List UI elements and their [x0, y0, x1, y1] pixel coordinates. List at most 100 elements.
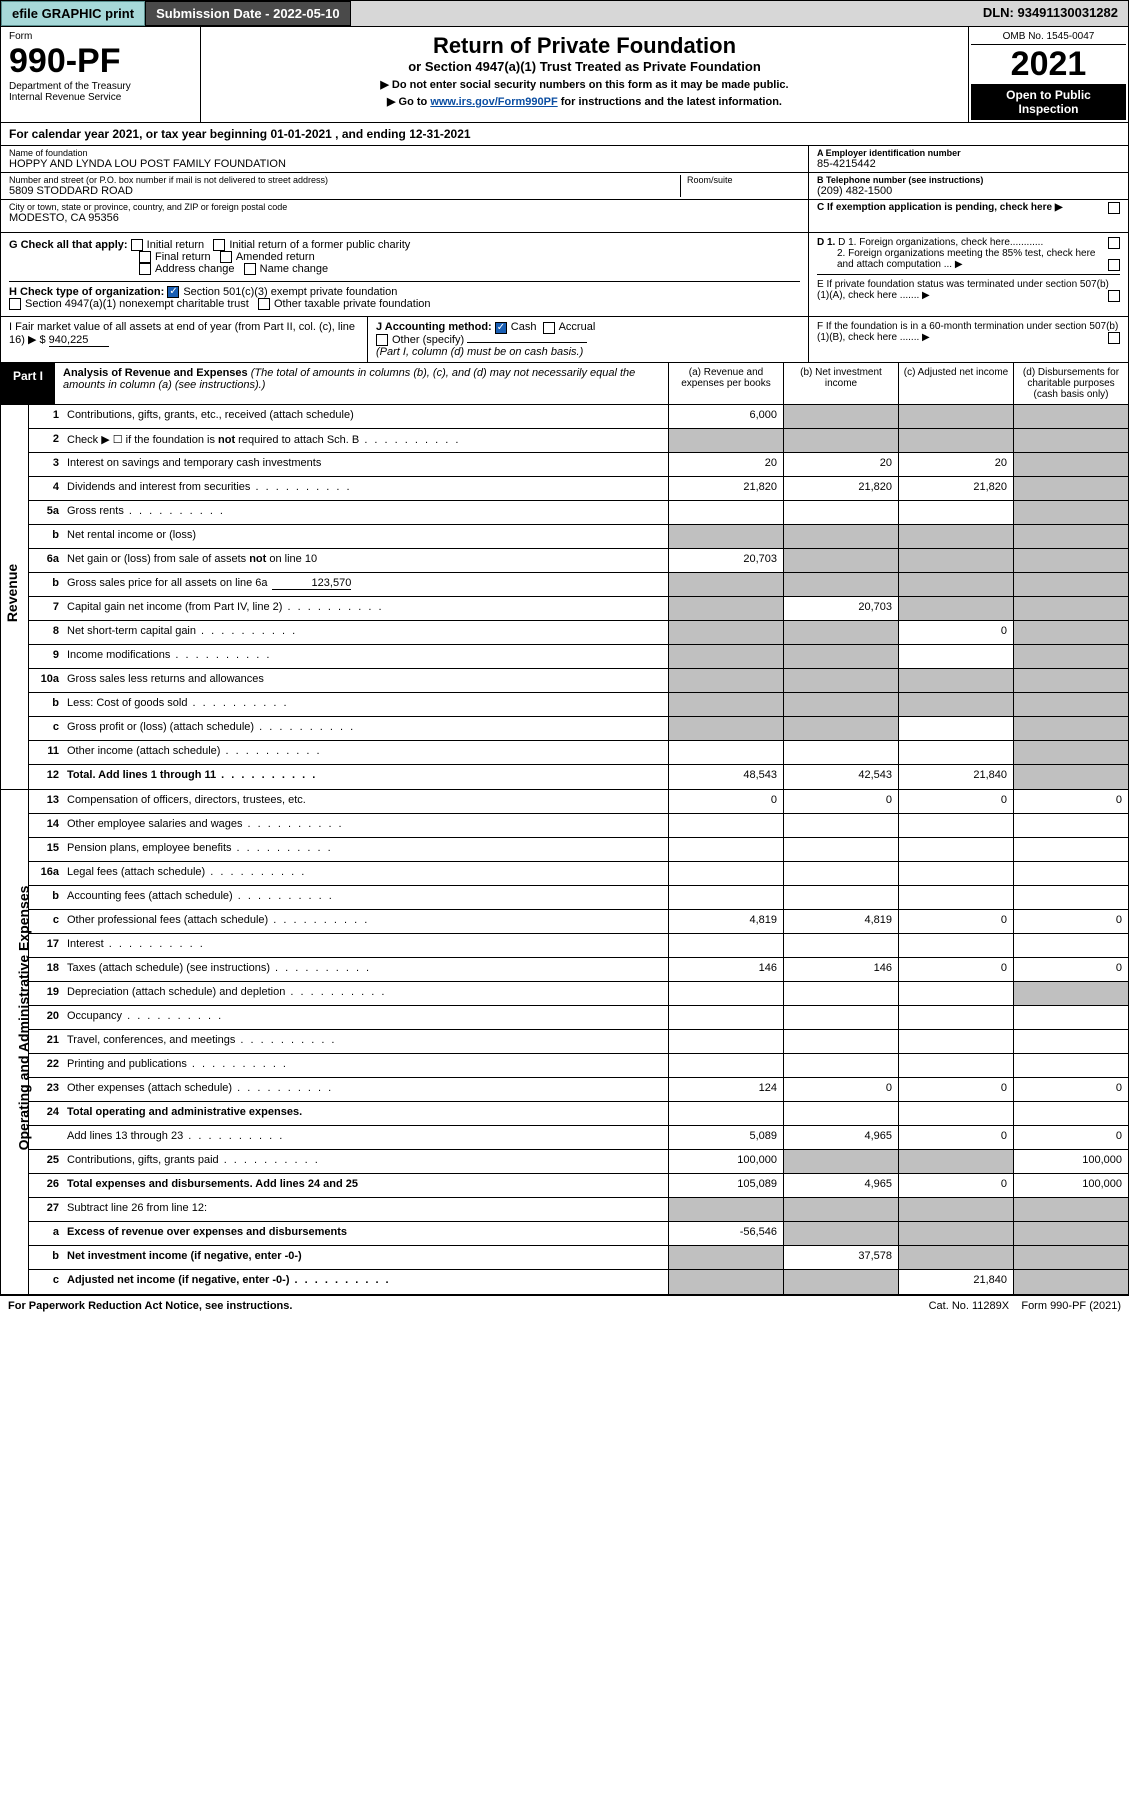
phone: (209) 482-1500 — [817, 185, 1120, 197]
col-a — [668, 814, 783, 837]
part1-title: Analysis of Revenue and Expenses — [63, 367, 248, 379]
col-a — [668, 1006, 783, 1029]
section-c-checkbox[interactable] — [1108, 202, 1120, 214]
col-d — [1013, 1054, 1128, 1077]
line-text: Adjusted net income (if negative, enter … — [63, 1270, 668, 1294]
line-16c: cOther professional fees (attach schedul… — [29, 910, 1128, 934]
accrual-checkbox[interactable] — [543, 322, 555, 334]
col-d — [1013, 862, 1128, 885]
line-number: 3 — [29, 453, 63, 476]
name-label: Name of foundation — [9, 148, 800, 158]
line-number: b — [29, 1246, 63, 1269]
col-d — [1013, 886, 1128, 909]
name-change-checkbox[interactable] — [244, 263, 256, 275]
col-a — [668, 597, 783, 620]
col-d: 0 — [1013, 910, 1128, 933]
col-c — [898, 597, 1013, 620]
other-taxable-checkbox[interactable] — [258, 298, 270, 310]
col-c — [898, 886, 1013, 909]
line-number: 12 — [29, 765, 63, 789]
cash-checkbox[interactable] — [495, 322, 507, 334]
expenses-grid: Operating and Administrative Expenses 13… — [0, 790, 1129, 1295]
col-d — [1013, 501, 1128, 524]
col-d — [1013, 934, 1128, 957]
line-10a: 10aGross sales less returns and allowanc… — [29, 669, 1128, 693]
line-11: 11Other income (attach schedule) — [29, 741, 1128, 765]
line-number: 22 — [29, 1054, 63, 1077]
dln-label: DLN: 93491130031282 — [973, 1, 1128, 26]
line-text: Gross profit or (loss) (attach schedule) — [63, 717, 668, 740]
form-instructions-link[interactable]: www.irs.gov/Form990PF — [430, 96, 557, 108]
amended-return-checkbox[interactable] — [220, 251, 232, 263]
col-c — [898, 693, 1013, 716]
line-text: Check ▶ ☐ if the foundation is not requi… — [63, 429, 668, 452]
col-a — [668, 1246, 783, 1269]
col-d — [1013, 1030, 1128, 1053]
foundation-name: HOPPY AND LYNDA LOU POST FAMILY FOUNDATI… — [9, 158, 800, 170]
col-a — [668, 741, 783, 764]
col-a: 4,819 — [668, 910, 783, 933]
efile-print-button[interactable]: efile GRAPHIC print — [1, 1, 145, 26]
line-12: 12Total. Add lines 1 through 1148,54342,… — [29, 765, 1128, 789]
col-a — [668, 525, 783, 548]
col-a: -56,546 — [668, 1222, 783, 1245]
col-b — [783, 886, 898, 909]
e-checkbox[interactable] — [1108, 290, 1120, 302]
line-9: 9Income modifications — [29, 645, 1128, 669]
line-27a: aExcess of revenue over expenses and dis… — [29, 1222, 1128, 1246]
section-i-j-row: I Fair market value of all assets at end… — [0, 317, 1129, 362]
line-24s: Add lines 13 through 235,0894,96500 — [29, 1126, 1128, 1150]
col-d — [1013, 1222, 1128, 1245]
col-d — [1013, 645, 1128, 668]
line-number: 7 — [29, 597, 63, 620]
line-text: Depreciation (attach schedule) and deple… — [63, 982, 668, 1005]
col-a — [668, 669, 783, 692]
line-19: 19Depreciation (attach schedule) and dep… — [29, 982, 1128, 1006]
col-c: 21,840 — [898, 765, 1013, 789]
line-27: 27Subtract line 26 from line 12: — [29, 1198, 1128, 1222]
line-number: b — [29, 693, 63, 716]
col-b — [783, 405, 898, 428]
other-method-checkbox[interactable] — [376, 334, 388, 346]
col-a — [668, 717, 783, 740]
col-b — [783, 645, 898, 668]
col-b — [783, 1198, 898, 1221]
line-17: 17Interest — [29, 934, 1128, 958]
initial-return-checkbox[interactable] — [131, 239, 143, 251]
col-a — [668, 1102, 783, 1125]
line-number: 14 — [29, 814, 63, 837]
d1-checkbox[interactable] — [1108, 237, 1120, 249]
line-number: 17 — [29, 934, 63, 957]
col-a — [668, 645, 783, 668]
line-number: 1 — [29, 405, 63, 428]
4947a1-checkbox[interactable] — [9, 298, 21, 310]
501c3-checkbox[interactable] — [167, 286, 179, 298]
line-text: Other income (attach schedule) — [63, 741, 668, 764]
d2-checkbox[interactable] — [1108, 259, 1120, 271]
final-return-checkbox[interactable] — [139, 251, 151, 263]
col-c — [898, 669, 1013, 692]
form-label: Form — [9, 31, 192, 42]
col-a: 21,820 — [668, 477, 783, 500]
col-c — [898, 501, 1013, 524]
col-d — [1013, 765, 1128, 789]
line-3: 3Interest on savings and temporary cash … — [29, 453, 1128, 477]
address-change-checkbox[interactable] — [139, 263, 151, 275]
col-a-header: (a) Revenue and expenses per books — [668, 363, 783, 404]
address: 5809 STODDARD ROAD — [9, 185, 680, 197]
col-b — [783, 814, 898, 837]
line-number: 26 — [29, 1174, 63, 1197]
expenses-side-label: Operating and Administrative Expenses — [15, 885, 31, 1150]
col-a — [668, 693, 783, 716]
col-d: 0 — [1013, 790, 1128, 813]
section-j-note: (Part I, column (d) must be on cash basi… — [376, 346, 583, 358]
line-number: 4 — [29, 477, 63, 500]
tax-year: 2021 — [971, 45, 1126, 84]
f-checkbox[interactable] — [1108, 332, 1120, 344]
col-c — [898, 717, 1013, 740]
col-b — [783, 573, 898, 596]
col-c: 0 — [898, 910, 1013, 933]
col-d — [1013, 1270, 1128, 1294]
line-text: Gross rents — [63, 501, 668, 524]
initial-return-public-checkbox[interactable] — [213, 239, 225, 251]
